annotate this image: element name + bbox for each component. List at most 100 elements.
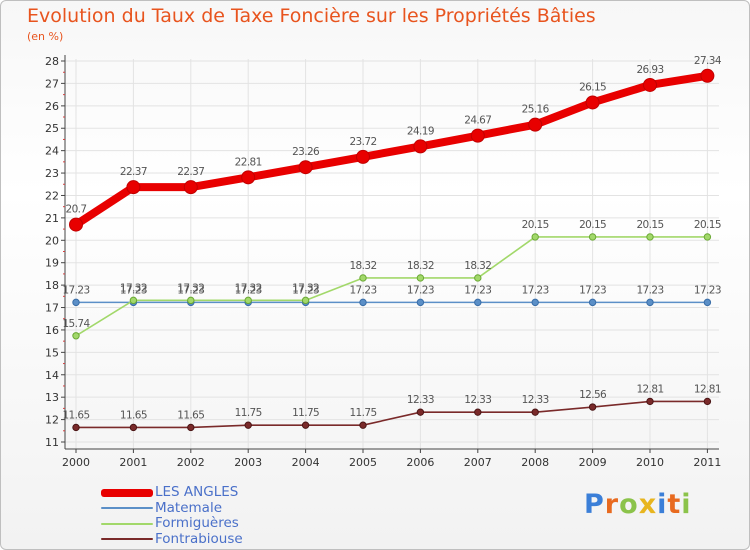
data-point-les-angles xyxy=(700,68,715,83)
data-point-formigueres xyxy=(416,274,425,282)
data-point-matemale xyxy=(703,298,712,307)
data-label-matemale: 17.23 xyxy=(522,284,549,296)
x-tick-label: 2009 xyxy=(579,456,607,469)
data-point-les-angles xyxy=(528,117,543,132)
legend-swatch xyxy=(101,488,153,497)
data-label-les-angles: 20.7 xyxy=(66,204,87,216)
data-point-fontrabiouse xyxy=(416,408,425,416)
data-label-fontrabiouse: 11.75 xyxy=(292,407,319,419)
data-label-les-angles: 26.93 xyxy=(636,64,663,76)
data-label-fontrabiouse: 11.75 xyxy=(349,407,376,419)
data-label-fontrabiouse: 12.81 xyxy=(694,383,721,395)
data-point-formigueres xyxy=(72,332,80,340)
x-tick-label: 2005 xyxy=(349,456,377,469)
data-label-les-angles: 23.72 xyxy=(349,136,376,148)
y-tick-label: 16 xyxy=(45,324,59,337)
data-label-formigueres: 20.15 xyxy=(579,219,606,231)
data-label-fontrabiouse: 12.33 xyxy=(522,394,549,406)
logo-letter: r xyxy=(604,489,620,520)
legend-label: LES ANGLES xyxy=(155,484,239,501)
legend-item: Formiguères xyxy=(101,516,243,532)
data-label-formigueres: 17.32 xyxy=(235,282,262,294)
data-label-formigueres: 15.74 xyxy=(62,318,90,330)
y-tick-label: 11 xyxy=(45,436,59,449)
data-point-formigueres xyxy=(646,233,654,241)
data-point-les-angles xyxy=(585,95,600,110)
data-label-matemale: 17.23 xyxy=(407,284,434,296)
data-point-fontrabiouse xyxy=(244,421,252,429)
data-point-matemale xyxy=(72,298,80,307)
data-point-les-angles xyxy=(298,160,313,175)
y-tick-label: 28 xyxy=(45,55,59,68)
data-label-les-angles: 23.26 xyxy=(292,146,320,158)
legend-label: Formiguères xyxy=(155,515,239,532)
y-tick-label: 14 xyxy=(45,369,59,382)
data-label-matemale: 17.23 xyxy=(177,284,204,296)
legend-swatch xyxy=(101,538,153,541)
data-point-fontrabiouse xyxy=(301,421,310,429)
logo-letter: o xyxy=(619,489,639,520)
y-tick-label: 19 xyxy=(45,257,59,270)
data-point-fontrabiouse xyxy=(703,397,712,406)
data-label-matemale: 17.23 xyxy=(62,284,89,296)
data-label-fontrabiouse: 11.75 xyxy=(235,407,262,419)
data-label-matemale: 17.23 xyxy=(120,284,147,296)
data-point-matemale xyxy=(474,298,482,307)
proxiti-logo: Proxiti xyxy=(584,489,692,520)
data-label-formigueres: 17.32 xyxy=(120,282,147,294)
data-label-matemale: 17.23 xyxy=(694,284,721,296)
y-tick-label: 21 xyxy=(45,212,59,225)
series-line-les-angles xyxy=(72,71,712,229)
data-point-formigueres xyxy=(129,296,138,305)
data-label-les-angles: 22.37 xyxy=(177,166,204,178)
y-tick-label: 27 xyxy=(45,77,59,90)
data-point-matemale xyxy=(646,298,654,307)
data-label-formigueres: 18.32 xyxy=(407,260,434,272)
legend-item: Fontrabiouse xyxy=(101,531,243,548)
data-label-fontrabiouse: 11.65 xyxy=(62,409,89,421)
data-point-fontrabiouse xyxy=(474,408,482,416)
data-label-matemale: 17.23 xyxy=(636,284,663,296)
x-tick-label: 2004 xyxy=(292,456,320,469)
data-point-formigueres xyxy=(187,296,195,305)
data-point-fontrabiouse xyxy=(646,397,654,406)
chart-legend: LES ANGLES Matemale Formiguères Fontrabious… xyxy=(101,485,243,547)
data-label-formigueres: 20.15 xyxy=(522,219,549,231)
data-label-les-angles: 25.16 xyxy=(522,104,550,116)
data-point-formigueres xyxy=(244,296,252,305)
data-point-formigueres xyxy=(703,233,712,241)
legend-swatch xyxy=(101,522,153,525)
data-label-fontrabiouse: 12.81 xyxy=(636,383,663,395)
x-tick-label: 2000 xyxy=(62,456,90,469)
data-label-fontrabiouse: 12.33 xyxy=(407,394,434,406)
logo-letter: t xyxy=(667,489,682,520)
data-label-matemale: 17.23 xyxy=(464,284,491,296)
series-line-formigueres xyxy=(75,236,709,337)
y-tick-label: 22 xyxy=(45,189,59,202)
legend-item: LES ANGLES xyxy=(101,485,243,501)
data-point-les-angles xyxy=(241,170,256,185)
data-label-matemale: 17.23 xyxy=(349,284,376,296)
data-label-les-angles: 22.37 xyxy=(120,166,147,178)
y-tick-label: 25 xyxy=(45,122,59,135)
data-point-matemale xyxy=(588,298,597,307)
y-tick-label: 18 xyxy=(45,279,59,292)
data-point-matemale xyxy=(416,298,425,307)
x-tick-label: 2002 xyxy=(177,456,205,469)
data-point-fontrabiouse xyxy=(72,423,80,432)
data-label-les-angles: 24.67 xyxy=(464,115,491,127)
x-tick-label: 2011 xyxy=(693,456,721,469)
data-point-formigueres xyxy=(301,296,310,305)
logo-letter: x xyxy=(638,489,658,520)
x-tick-label: 2008 xyxy=(521,456,549,469)
y-tick-label: 15 xyxy=(45,346,59,359)
data-label-formigueres: 18.32 xyxy=(464,260,491,272)
logo-letter: P xyxy=(584,489,605,520)
data-label-matemale: 17.23 xyxy=(292,284,319,296)
chart-title: Evolution du Taux de Taxe Foncière sur l… xyxy=(27,5,596,27)
series-line-fontrabiouse xyxy=(75,400,709,429)
y-tick-label: 23 xyxy=(45,167,59,180)
x-tick-label: 2010 xyxy=(636,456,664,469)
y-tick-label: 13 xyxy=(45,391,59,404)
data-point-fontrabiouse xyxy=(531,408,539,416)
